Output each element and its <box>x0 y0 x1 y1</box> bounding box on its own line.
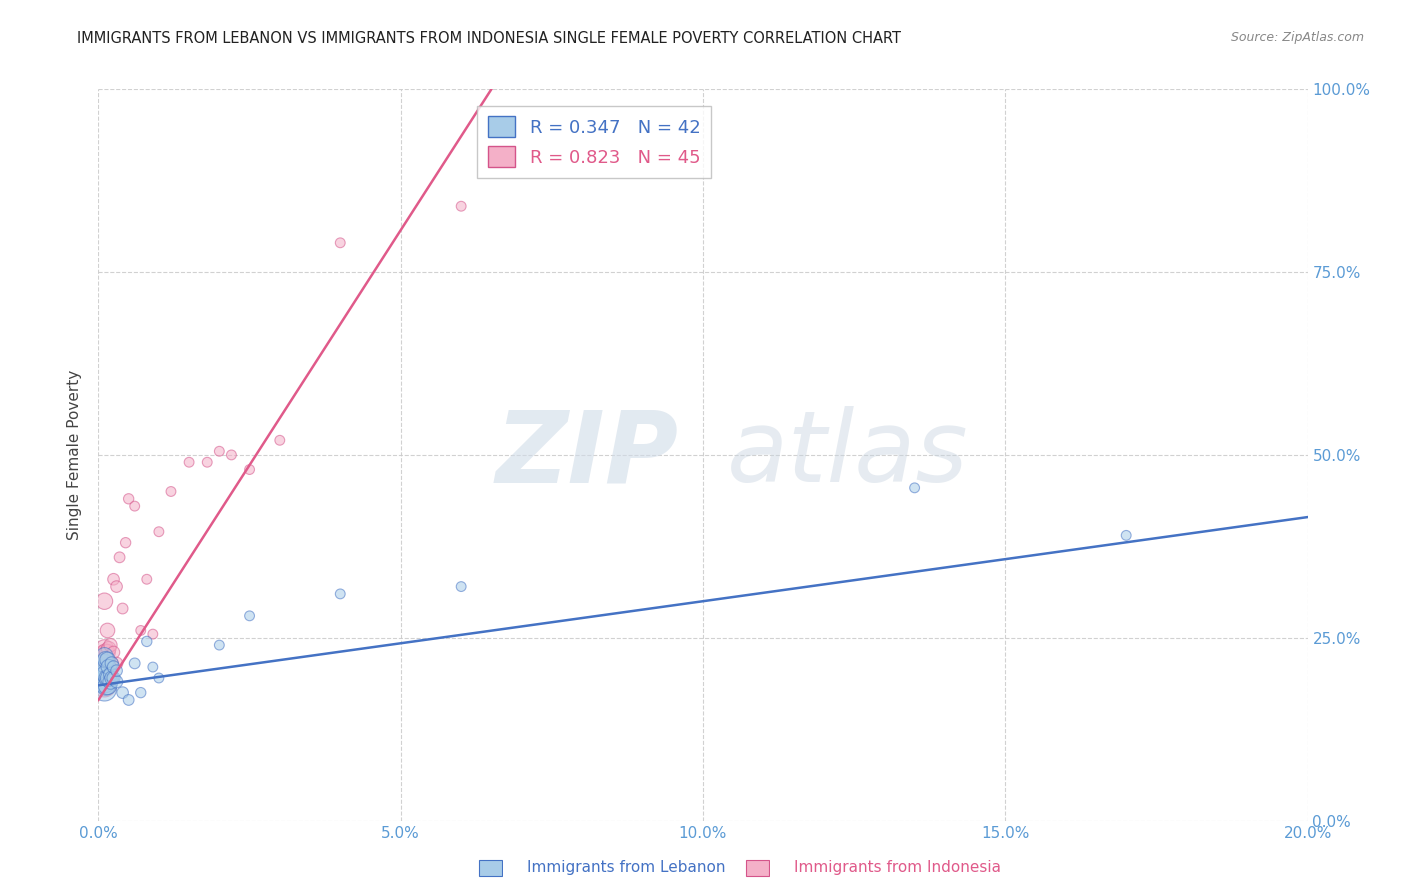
Point <box>97 641 120 656</box>
Point <box>93 674 115 689</box>
Point <box>93 667 115 681</box>
Point <box>89 660 111 674</box>
Point <box>135 634 157 648</box>
Point <box>124 657 146 671</box>
Point <box>97 671 120 685</box>
Point <box>100 667 122 681</box>
Point <box>1115 528 1137 542</box>
Point <box>91 678 114 692</box>
Point <box>105 674 128 689</box>
Text: Immigrants from Lebanon: Immigrants from Lebanon <box>527 861 725 875</box>
Point <box>93 678 115 692</box>
Point <box>96 678 118 692</box>
Point <box>111 601 134 615</box>
Legend: R = 0.347   N = 42, R = 0.823   N = 45: R = 0.347 N = 42, R = 0.823 N = 45 <box>477 105 711 178</box>
Point <box>100 674 122 689</box>
Point <box>91 671 114 685</box>
Point <box>97 660 120 674</box>
Point <box>94 645 117 659</box>
Point <box>100 657 122 671</box>
Point <box>148 671 170 685</box>
Point <box>450 580 472 594</box>
Point <box>135 572 157 586</box>
Point <box>90 653 112 667</box>
Point <box>90 667 112 681</box>
Point <box>91 667 114 681</box>
Point <box>105 657 128 671</box>
Point <box>96 645 118 659</box>
Point <box>904 481 927 495</box>
Point <box>89 671 111 685</box>
Point <box>100 657 122 671</box>
Point <box>105 664 128 678</box>
Point <box>94 667 117 681</box>
Point <box>160 484 183 499</box>
Point <box>179 455 201 469</box>
Point <box>96 671 118 685</box>
Point <box>96 653 118 667</box>
Point <box>96 667 118 681</box>
Point <box>208 638 231 652</box>
Point <box>91 645 114 659</box>
Point <box>108 550 131 565</box>
Point <box>93 641 115 656</box>
Point <box>329 587 352 601</box>
Point <box>100 657 122 671</box>
Point <box>93 657 115 671</box>
Point <box>94 653 117 667</box>
Point <box>94 664 117 678</box>
Text: Source: ZipAtlas.com: Source: ZipAtlas.com <box>1230 31 1364 45</box>
Point <box>142 660 165 674</box>
Text: ZIP: ZIP <box>496 407 679 503</box>
Point <box>91 674 114 689</box>
Point <box>239 462 262 476</box>
Point <box>118 491 141 506</box>
Point <box>93 667 115 681</box>
Text: IMMIGRANTS FROM LEBANON VS IMMIGRANTS FROM INDONESIA SINGLE FEMALE POVERTY CORRE: IMMIGRANTS FROM LEBANON VS IMMIGRANTS FR… <box>77 31 901 46</box>
Point <box>93 657 115 671</box>
Point <box>195 455 218 469</box>
Point <box>111 686 134 700</box>
Point <box>105 580 128 594</box>
Point <box>93 681 115 696</box>
Point <box>148 524 170 539</box>
Point <box>90 674 112 689</box>
Point <box>91 660 114 674</box>
Point <box>450 199 472 213</box>
Point <box>91 649 114 664</box>
Point <box>103 660 125 674</box>
Point <box>103 645 125 659</box>
Point <box>89 664 111 678</box>
Point <box>129 686 152 700</box>
Point <box>329 235 352 250</box>
Point <box>96 624 118 638</box>
Point <box>114 535 136 549</box>
Point <box>91 664 114 678</box>
Point <box>94 678 117 692</box>
Point <box>142 627 165 641</box>
Point <box>269 434 291 448</box>
Point <box>221 448 243 462</box>
Point <box>97 660 120 674</box>
Point <box>124 499 146 513</box>
Point <box>100 671 122 685</box>
Point <box>103 671 125 685</box>
Bar <box>747 860 769 876</box>
Point <box>89 671 111 685</box>
Bar <box>479 860 502 876</box>
Point <box>103 572 125 586</box>
Point <box>93 649 115 664</box>
Text: Immigrants from Indonesia: Immigrants from Indonesia <box>794 861 1001 875</box>
Point <box>100 638 122 652</box>
Point <box>129 624 152 638</box>
Text: atlas: atlas <box>727 407 969 503</box>
Y-axis label: Single Female Poverty: Single Female Poverty <box>67 370 83 540</box>
Point <box>208 444 231 458</box>
Point <box>93 594 115 608</box>
Point <box>118 693 141 707</box>
Point <box>239 608 262 623</box>
Point <box>90 667 112 681</box>
